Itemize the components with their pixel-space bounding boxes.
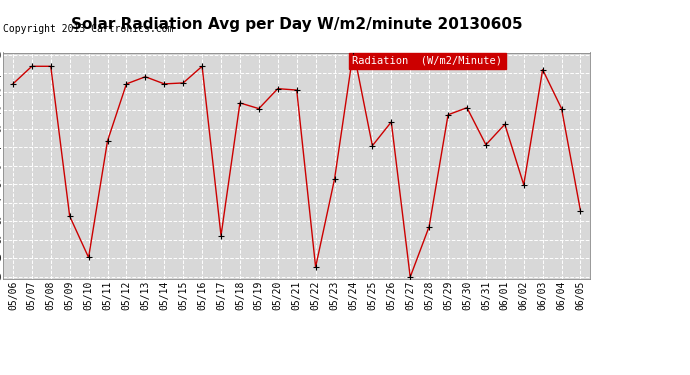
Text: Radiation  (W/m2/Minute): Radiation (W/m2/Minute) — [353, 56, 502, 66]
Text: Solar Radiation Avg per Day W/m2/minute 20130605: Solar Radiation Avg per Day W/m2/minute … — [71, 17, 522, 32]
Text: Copyright 2013 Cartronics.com: Copyright 2013 Cartronics.com — [3, 24, 174, 34]
